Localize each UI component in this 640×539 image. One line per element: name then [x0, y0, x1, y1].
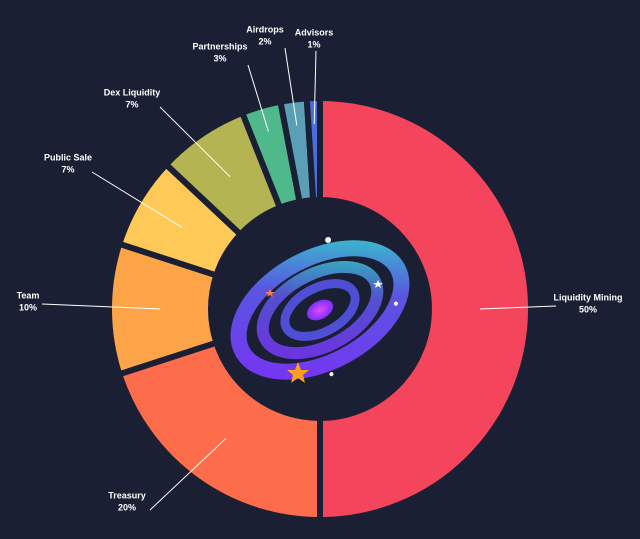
star-icon: [265, 289, 275, 297]
slice-label: Partnerships: [192, 41, 247, 51]
slice-value-label: 2%: [258, 36, 271, 46]
slice-value-label: 3%: [213, 53, 226, 63]
slice-label: Airdrops: [246, 24, 284, 34]
slice-label: Treasury: [108, 490, 146, 500]
donut-slice: [317, 94, 534, 524]
leader-line: [149, 438, 227, 511]
leader-line: [41, 303, 161, 310]
leader-line: [313, 50, 317, 125]
star-icon: [373, 280, 383, 288]
slice-value-label: 7%: [125, 99, 138, 109]
slice-label: Liquidity Mining: [554, 292, 623, 302]
leader-line: [284, 47, 298, 126]
leader-line: [479, 305, 557, 310]
slice-label: Public Sale: [44, 152, 92, 162]
slice-value-label: 1%: [307, 39, 320, 49]
slice-value-label: 10%: [19, 302, 37, 312]
slice-label: Dex Liquidity: [104, 87, 161, 97]
leader-line: [247, 64, 269, 132]
slice-label: Advisors: [295, 27, 334, 37]
donut: [106, 94, 534, 524]
star-icon: [287, 362, 309, 383]
slice-value-label: 50%: [579, 304, 597, 314]
leader-line: [159, 106, 231, 178]
labels: Liquidity Mining 50% Treasury 20% Team 10% Pub…: [17, 24, 623, 512]
slice-value-label: 7%: [61, 164, 74, 174]
galaxy-illustration: [230, 237, 410, 380]
donut-slice: [303, 94, 323, 204]
slice-label: Team: [17, 290, 40, 300]
slice-value-label: 20%: [118, 502, 136, 512]
leader-line: [91, 171, 183, 228]
donut-slice: [115, 338, 323, 524]
